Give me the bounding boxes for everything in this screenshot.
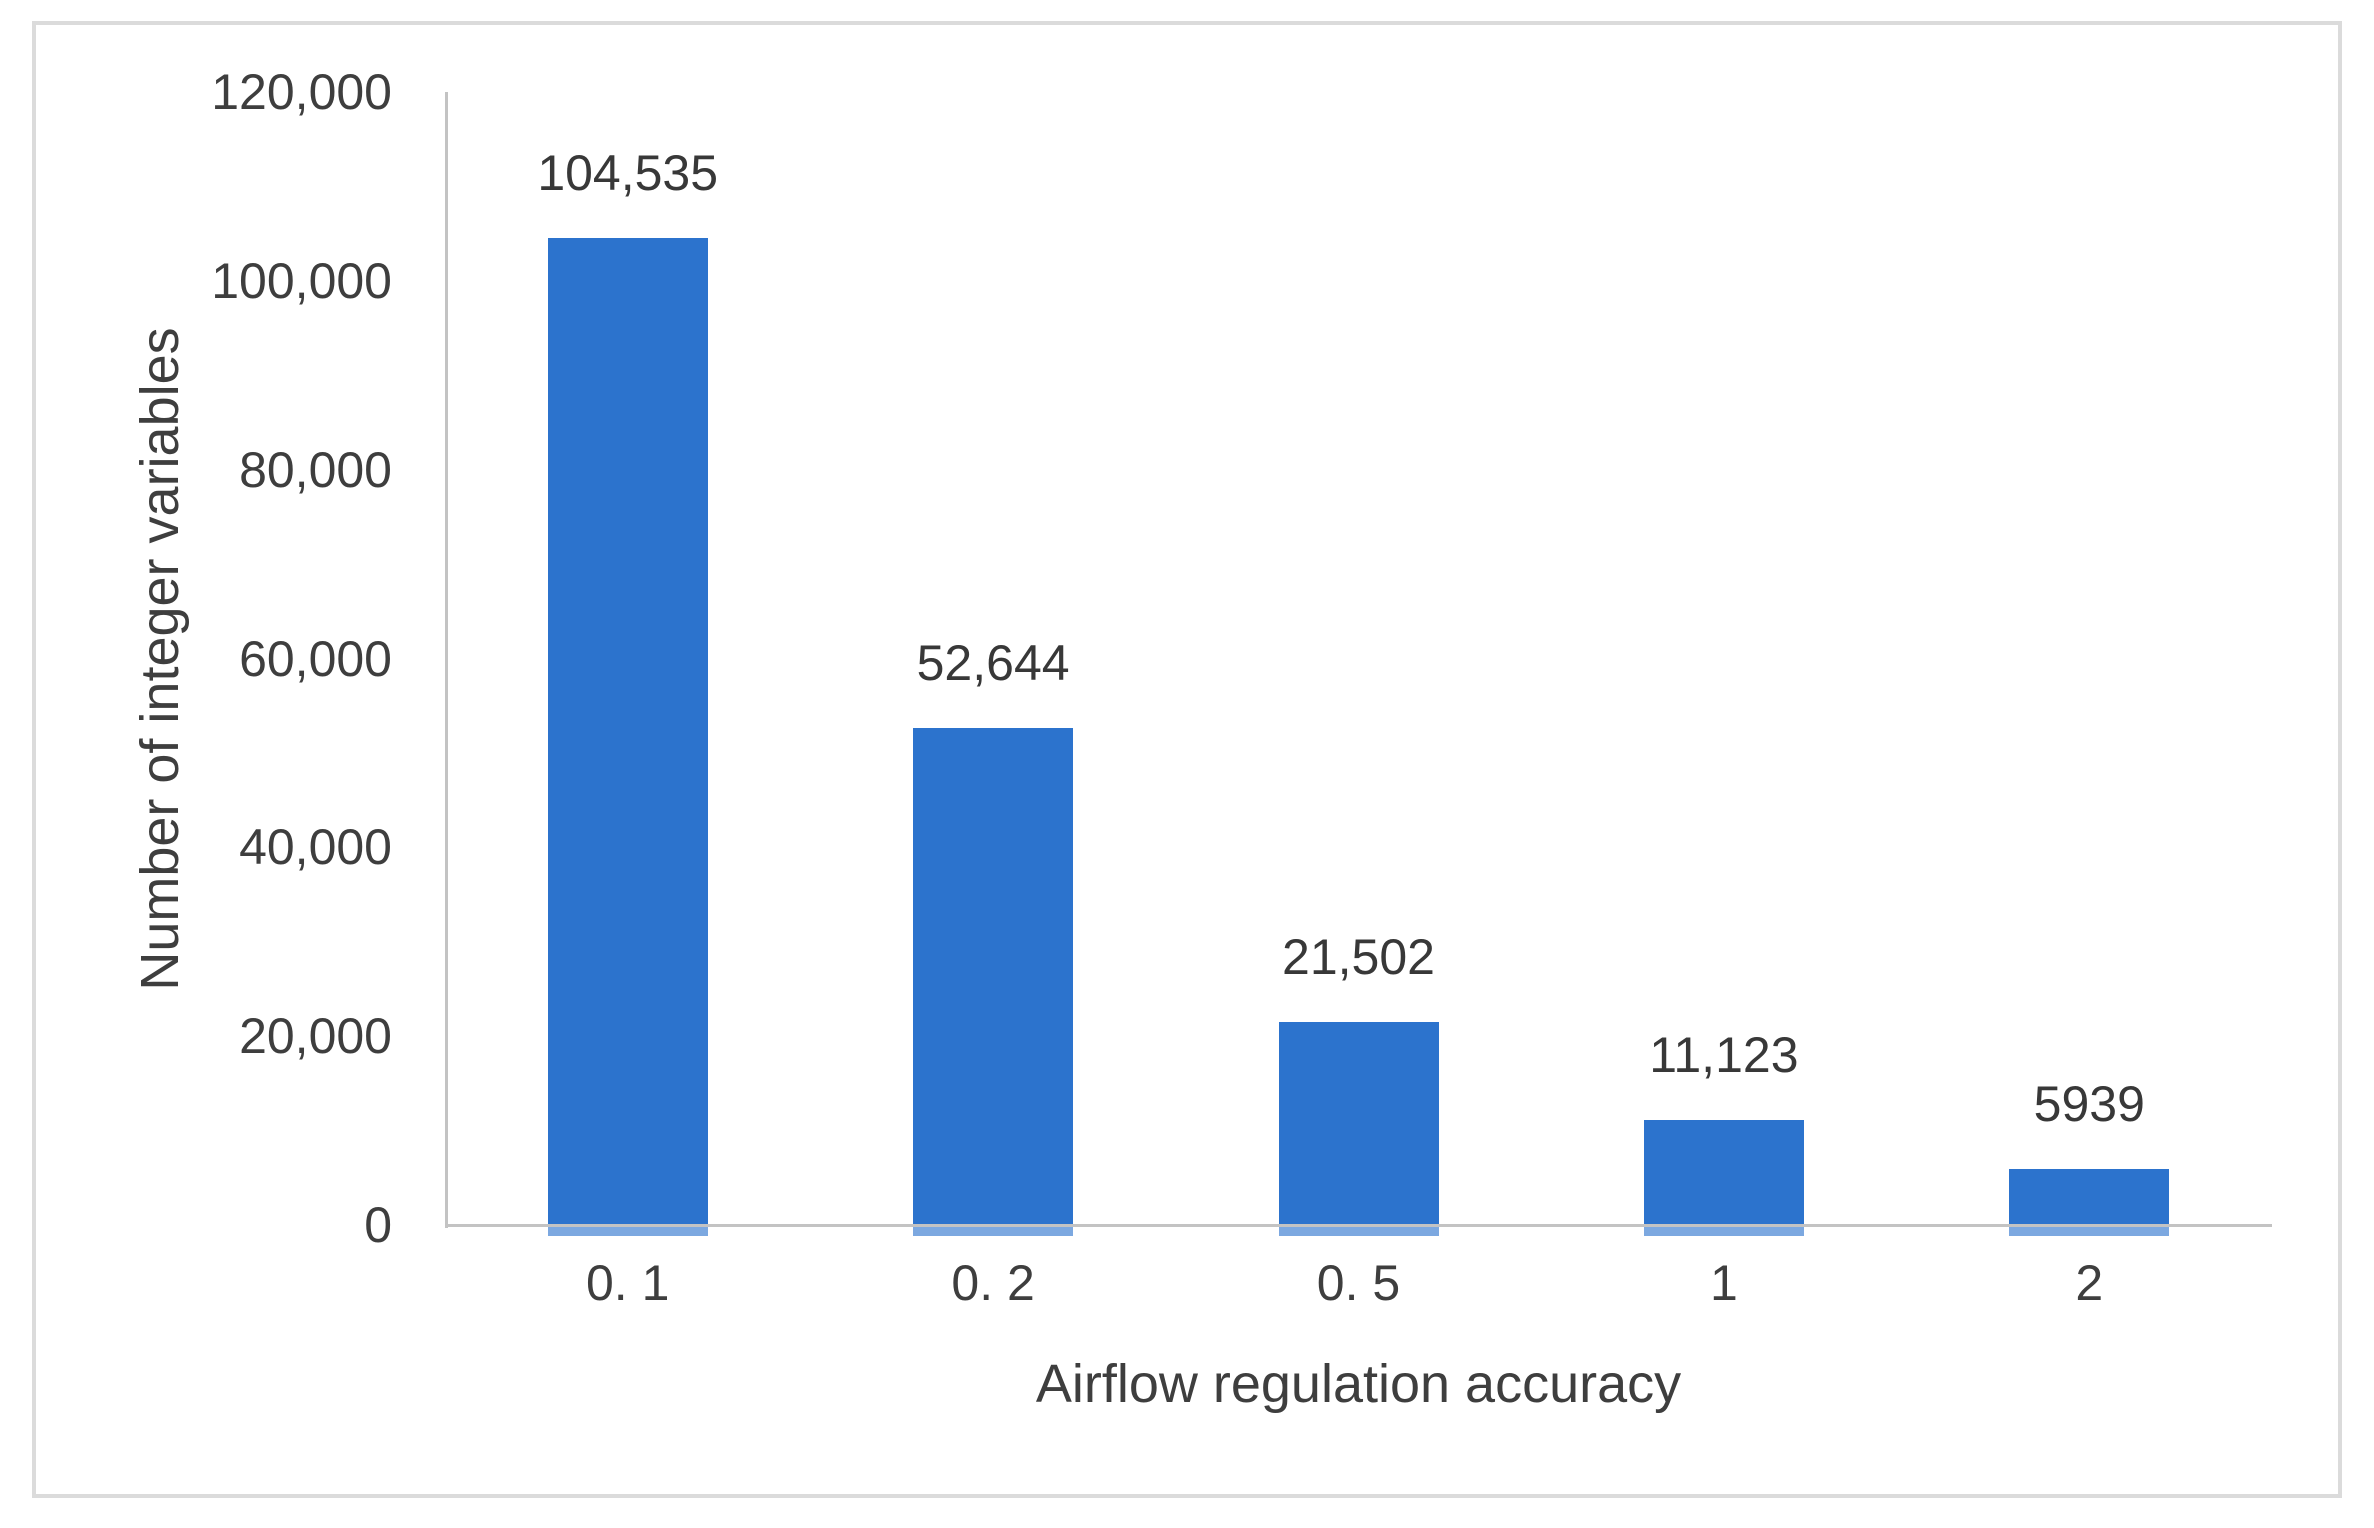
- bar-base-shadow: [547, 1225, 708, 1236]
- y-tick-label: 120,000: [211, 64, 392, 120]
- y-tick-label: 40,000: [239, 819, 392, 876]
- y-tick-label: 60,000: [239, 630, 392, 687]
- x-tick-label: 2: [2075, 1255, 2104, 1311]
- bar-base-shadow: [913, 1225, 1074, 1236]
- bar: [913, 727, 1074, 1225]
- bar-value-label: 5939: [2033, 1075, 2145, 1132]
- x-axis-line: [445, 1224, 2272, 1227]
- x-tick-label: 1: [1709, 1255, 1738, 1311]
- x-tick-label: 0. 5: [1316, 1255, 1401, 1311]
- bar-value-label: 104,535: [537, 145, 719, 201]
- bar: [2009, 1168, 2170, 1225]
- bar-value-label: 21,502: [1282, 928, 1435, 985]
- y-tick-label: 100,000: [211, 252, 392, 309]
- x-tick-label: 0. 1: [585, 1255, 670, 1311]
- bar: [1278, 1021, 1439, 1225]
- x-tick-label: 0. 2: [951, 1255, 1035, 1311]
- y-tick-label: 20,000: [239, 1008, 392, 1065]
- bar: [547, 238, 708, 1225]
- bar: [1643, 1119, 1804, 1225]
- bar-value-label: 52,644: [916, 634, 1070, 691]
- bar-base-shadow: [1643, 1225, 1804, 1236]
- y-tick-label: 80,000: [239, 441, 392, 498]
- y-tick-label: 0: [364, 1197, 392, 1253]
- x-axis-title: Airflow regulation accuracy: [1035, 1354, 1682, 1414]
- bar-base-shadow: [1278, 1225, 1439, 1236]
- chart-frame: [32, 21, 2342, 1498]
- bar-value-label: 11,123: [1649, 1026, 1799, 1083]
- bar-base-shadow: [2009, 1225, 2170, 1236]
- y-axis-line: [445, 92, 448, 1228]
